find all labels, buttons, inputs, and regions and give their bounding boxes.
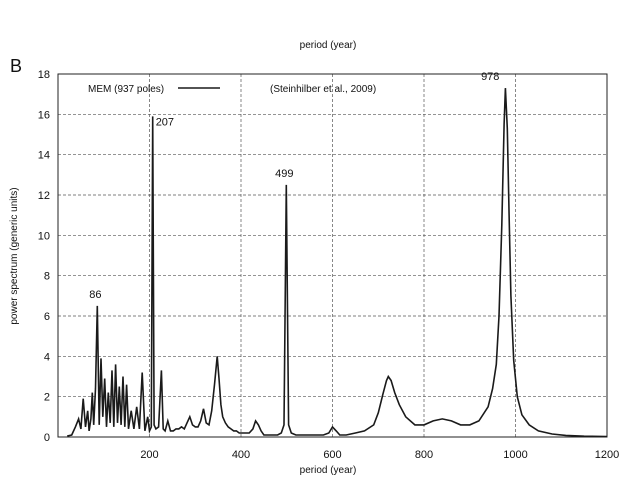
peak-label: 86 <box>89 289 101 301</box>
x-tick-label: 400 <box>232 449 250 461</box>
x-tick-label: 200 <box>140 449 158 461</box>
x-tick-label: 1200 <box>595 449 619 461</box>
x-tick-label: 800 <box>415 449 433 461</box>
y-tick-label: 10 <box>38 230 50 242</box>
x-tick-label: 1000 <box>503 449 527 461</box>
plot-frame <box>57 73 608 438</box>
y-tick-label: 4 <box>44 351 50 363</box>
y-tick-label: 18 <box>38 69 50 81</box>
series-line <box>67 88 608 438</box>
top-axis-title: period (year) <box>300 40 357 51</box>
grid-lines <box>58 74 607 437</box>
y-axis-title: power spectrum (generic units) <box>9 187 20 324</box>
peak-label: 499 <box>275 168 293 180</box>
peak-labels: 86 207 499 978 <box>89 71 499 301</box>
legend-entry: MEM (937 poles) <box>88 84 164 95</box>
axis-ticks: 0 2 4 6 8 10 12 14 16 18 200 400 600 800 1000 1200 <box>38 69 619 461</box>
y-tick-label: 16 <box>38 109 50 121</box>
y-tick-label: 8 <box>44 271 50 283</box>
x-axis-title: period (year) <box>300 465 357 476</box>
panel-label: B <box>10 56 22 76</box>
y-tick-label: 14 <box>38 150 50 162</box>
y-tick-label: 6 <box>44 311 50 323</box>
y-tick-label: 0 <box>44 432 50 444</box>
x-tick-label: 600 <box>323 449 341 461</box>
citation-annotation: (Steinhilber et al., 2009) <box>270 84 376 95</box>
peak-label: 978 <box>481 71 499 83</box>
legend: MEM (937 poles) <box>88 84 220 95</box>
y-tick-label: 2 <box>44 392 50 404</box>
peak-label: 207 <box>156 116 174 128</box>
y-tick-label: 12 <box>38 190 50 202</box>
